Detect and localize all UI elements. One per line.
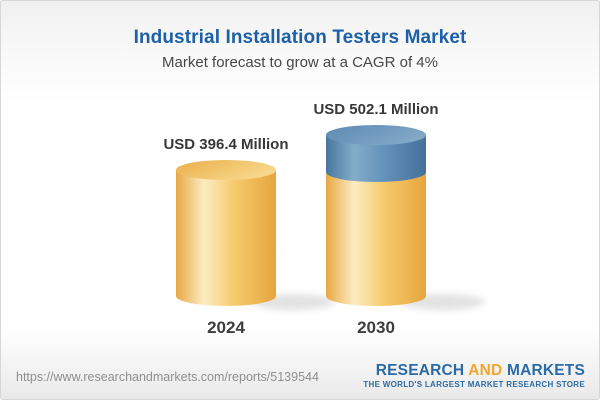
report-url: https://www.researchandmarkets.com/repor…: [16, 370, 319, 384]
category-label-2024: 2024: [207, 318, 245, 337]
logo-word-and: AND: [468, 362, 503, 379]
cylinder-2030: [326, 125, 426, 306]
value-label-2024: USD 396.4 Million: [163, 136, 289, 153]
category-label-2030: 2030: [357, 318, 395, 337]
logo-word-markets: MARKETS: [506, 362, 585, 379]
cylinder-2024: [176, 160, 276, 306]
logo-tagline: THE WORLD'S LARGEST MARKET RESEARCH STOR…: [363, 380, 585, 390]
cylinder-2030-growth-segment: [326, 125, 426, 182]
logo-wordmark: RESEARCH AND MARKETS: [363, 362, 585, 379]
page-subtitle: Market forecast to grow at a CAGR of 4%: [162, 54, 438, 71]
value-label-2030: USD 502.1 Million: [313, 101, 439, 118]
research-and-markets-logo: RESEARCH AND MARKETS THE WORLD'S LARGEST…: [363, 362, 585, 390]
cylinder-2030-base-segment: [326, 172, 426, 306]
page-title: Industrial Installation Testers Market: [133, 27, 467, 48]
logo-word-research: RESEARCH: [375, 362, 465, 379]
